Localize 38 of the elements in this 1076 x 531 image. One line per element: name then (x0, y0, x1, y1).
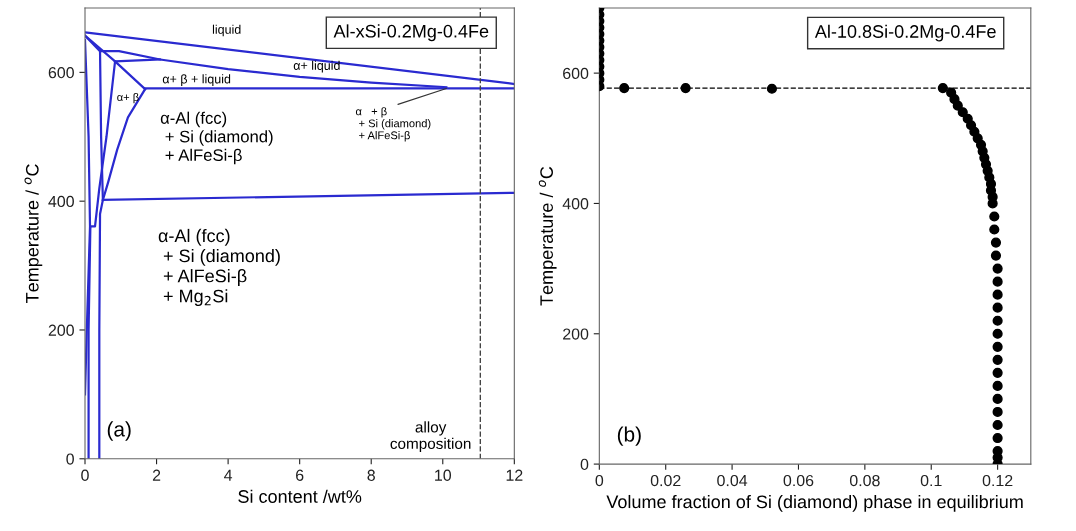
y-tick-label: 0 (66, 453, 74, 465)
ref-line-label: alloy composition (390, 421, 471, 453)
annotation: α + β + Si (diamond) + AlFeSi-β (355, 107, 431, 142)
x-tick-label: 0.04 (717, 474, 748, 487)
x-tick-label: 12 (506, 469, 523, 481)
y-axis-title: Temperature / $^{o}$C (538, 166, 557, 306)
y-tick-label: 200 (48, 324, 74, 336)
x-tick-label: 0.06 (783, 474, 814, 487)
text: Al-10.8Si-0.2Mg-0.4Fe (814, 24, 996, 42)
annotation: α+ liquid (293, 60, 340, 73)
y-tick-label: 600 (563, 67, 589, 80)
y-tick-label: 400 (562, 198, 589, 210)
y-tick-label: 200 (563, 328, 589, 340)
x-tick-label: 0.02 (650, 474, 681, 487)
x-tick-label: 2 (152, 469, 161, 481)
annotation: (b) (617, 426, 641, 446)
x-tick-label: 0 (81, 469, 89, 481)
annotation: α+ β (117, 92, 139, 104)
x-tick-label: 10 (435, 469, 452, 481)
x-tick-label: 0.12 (982, 474, 1013, 487)
x-tick-label: 0 (595, 474, 604, 487)
y-tick-label: 600 (48, 67, 74, 79)
x-tick-label: 8 (367, 469, 375, 481)
x-tick-label: 0.1 (920, 474, 942, 487)
annotation: α+ β + liquid (162, 74, 231, 86)
x-axis-title: Si content /wt% (238, 489, 362, 503)
x-tick-label: 4 (224, 469, 233, 481)
annotation: α-Al (fcc) + Si (diamond) + AlFeSi-β + Mg$_{2}$Si (158, 228, 280, 307)
y-tick-label: 0 (580, 458, 589, 471)
annotation: α-Al (fcc) + Si (diamond) + AlFeSi-β (160, 111, 273, 165)
x-tick-label: 6 (296, 469, 304, 481)
x-axis-title: Volume fraction of Si (diamond) phase in equilibrium (606, 494, 1023, 512)
x-tick-label: 0.08 (849, 474, 880, 487)
annotation: (a) (107, 421, 131, 441)
annotation: liquid (212, 24, 241, 37)
y-axis-title: Temperature / $^{o}$C (24, 164, 43, 303)
y-tick-label: 400 (48, 195, 74, 208)
text: Al-xSi-0.2Mg-0.4Fe (333, 24, 489, 42)
